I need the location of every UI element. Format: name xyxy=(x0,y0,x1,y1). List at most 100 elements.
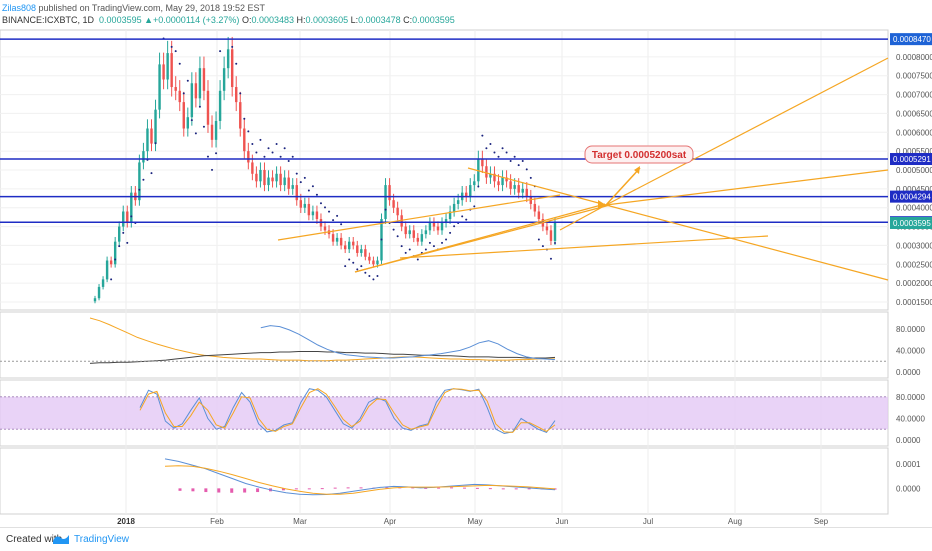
sar-dot xyxy=(182,92,185,95)
sar-dot xyxy=(348,258,351,261)
price-tick-label: 0.0005500 xyxy=(896,147,932,156)
low-label: L: xyxy=(350,15,359,25)
price-tick-label: 0.0006500 xyxy=(896,109,932,118)
price-label-text: 0.0003595 xyxy=(893,219,931,228)
macd-histogram-bar xyxy=(553,488,557,490)
candle-body xyxy=(452,203,456,212)
price-tick-label: 0.0003000 xyxy=(896,241,932,250)
candle-body xyxy=(517,185,520,193)
adx-tick-label: 40.0000 xyxy=(896,346,925,355)
sar-dot xyxy=(356,268,359,271)
ohlc-legend: BINANCE:ICXBTC, 1D 0.0003595 ▲+0.0000114… xyxy=(2,15,455,25)
candle-body xyxy=(126,211,129,223)
indicator-series-line xyxy=(139,388,556,433)
annotation-label: Target 0.0005200sat xyxy=(592,150,687,161)
sar-dot xyxy=(178,62,181,65)
sar-dot xyxy=(481,134,484,137)
candle-body xyxy=(259,170,262,182)
sar-dot xyxy=(154,142,157,145)
candle-body xyxy=(190,83,194,118)
price-tick-label: 0.0004500 xyxy=(896,185,932,194)
high-label: H: xyxy=(296,15,306,25)
sar-dot xyxy=(287,159,290,162)
candle-body xyxy=(416,237,420,242)
macd-histogram-bar xyxy=(488,488,492,490)
sar-dot xyxy=(340,223,343,226)
time-tick-label: Aug xyxy=(728,517,742,526)
chart-canvas[interactable]: Target 0.0005200sat 0.00080000.00075000.… xyxy=(0,0,932,527)
sar-dot xyxy=(509,159,512,162)
tradingview-logo-icon xyxy=(52,532,70,549)
open-value: 0.0003483 xyxy=(251,15,295,25)
tradingview-link[interactable]: TradingView xyxy=(74,534,130,545)
time-tick-label: Sep xyxy=(814,517,829,526)
sar-dot xyxy=(126,241,129,244)
sar-dot xyxy=(549,257,552,260)
candle-body xyxy=(198,68,202,99)
candle-body xyxy=(404,226,407,235)
candle-body xyxy=(146,128,149,152)
candle-body xyxy=(537,211,541,220)
time-tick-label: Jun xyxy=(556,517,569,526)
candle-body xyxy=(101,279,105,287)
candle-body xyxy=(331,234,335,242)
candle-body xyxy=(263,170,266,186)
sar-dot xyxy=(247,130,250,133)
sar-dot xyxy=(453,225,456,228)
candle-body xyxy=(291,185,294,189)
candle-body xyxy=(239,102,242,129)
candle-body xyxy=(267,177,270,186)
last-price: 0.0003595 xyxy=(99,15,142,25)
macd-tick-label: 0.0001 xyxy=(896,460,921,469)
candle-body xyxy=(477,158,480,182)
sar-dot xyxy=(198,105,201,108)
sar-dot xyxy=(251,143,254,146)
sar-dot xyxy=(449,231,452,234)
time-axis[interactable]: 2018 Feb Mar Apr May Jun Jul Aug Sep xyxy=(117,517,829,526)
sar-dot xyxy=(194,132,197,135)
sar-dot xyxy=(243,117,246,120)
adx-pane[interactable] xyxy=(0,317,888,364)
sar-dot xyxy=(497,155,500,158)
sar-dot xyxy=(267,147,270,150)
candle-body xyxy=(428,222,432,231)
author-link[interactable]: Zilas808 xyxy=(2,3,37,13)
candle-body xyxy=(465,192,468,197)
sar-dot xyxy=(424,248,427,251)
macd-histogram-bar xyxy=(333,487,337,489)
candle-body xyxy=(142,151,145,163)
macd-histogram-bar xyxy=(450,487,454,489)
sar-dot xyxy=(130,215,133,218)
candle-body xyxy=(166,53,169,80)
sar-dot xyxy=(332,219,335,222)
sar-dot xyxy=(445,238,448,241)
price-tick-label: 0.0001500 xyxy=(896,298,932,307)
trend-line xyxy=(605,57,889,206)
candle-body xyxy=(553,222,557,241)
candle-body xyxy=(113,241,117,265)
sar-dot xyxy=(416,258,419,261)
macd-histogram-bar xyxy=(230,488,234,493)
trend-line xyxy=(605,169,889,206)
candle-body xyxy=(448,211,452,220)
sar-dot xyxy=(170,45,173,48)
candle-body xyxy=(323,226,327,231)
sar-dot xyxy=(485,147,488,150)
sar-dot xyxy=(513,155,516,158)
sar-dot xyxy=(408,248,411,251)
macd-pane[interactable] xyxy=(164,458,557,496)
candle-body xyxy=(214,120,218,140)
sar-dot xyxy=(215,152,218,155)
close-value: 0.0003595 xyxy=(412,15,455,25)
candle-body xyxy=(489,173,492,178)
candle-body xyxy=(509,181,512,189)
price-pane[interactable]: Target 0.0005200sat xyxy=(0,36,889,304)
sar-dot xyxy=(352,261,355,264)
macd-histogram-bar xyxy=(178,488,182,491)
candle-body xyxy=(93,298,97,302)
sar-dot xyxy=(392,228,395,231)
price-axis[interactable]: 0.0008000 0.0007500 0.0007000 0.0006500 0.00… xyxy=(890,33,932,493)
stoch-rsi-pane[interactable] xyxy=(0,388,888,435)
candle-body xyxy=(497,181,500,186)
price-tick-label: 0.0002500 xyxy=(896,260,932,269)
